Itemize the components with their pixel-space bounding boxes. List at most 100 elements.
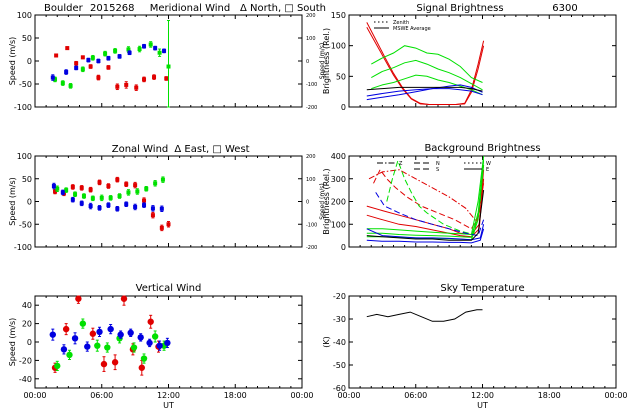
vertical-point (140, 355, 148, 362)
zonal-point (99, 195, 104, 200)
vertical-xtick-label: 06:00 (90, 391, 113, 400)
meridional-y2tick-label: -200 (306, 105, 317, 111)
meridional-point (142, 44, 147, 49)
zonal-point (79, 185, 84, 190)
background-series-line (375, 192, 485, 237)
meridional-ytick-label: 0 (27, 57, 32, 66)
meridional-point (137, 47, 142, 52)
vertical-ytick-label: 0 (27, 338, 32, 347)
meridional-point (106, 65, 111, 70)
zonal-point (115, 206, 120, 211)
background-legend-label: Z (399, 161, 403, 167)
signal-series-line (371, 45, 483, 83)
zonal-title-extra: Δ East, □ West (174, 144, 249, 155)
signal-legend-label: Zenith (393, 20, 409, 26)
zonal-point (117, 194, 122, 199)
meridional-point (90, 55, 95, 60)
signal-title: Signal Brightness (416, 3, 503, 14)
vertical-point (84, 343, 91, 350)
signal-title-extra: 6300 (552, 3, 577, 14)
background-series-line (366, 224, 485, 241)
zonal-point (55, 186, 60, 191)
zonal-point (97, 180, 102, 185)
skytemp-ytick-label: -50 (333, 361, 346, 370)
background-ytick-label: 200 (331, 198, 346, 207)
background-ytick-label: 100 (331, 220, 346, 229)
signal-ylabel: Brightness (Rel.) (322, 28, 331, 94)
zonal-point (142, 203, 147, 208)
zonal-point (97, 205, 102, 210)
vertical-point (137, 334, 144, 341)
vertical-point (54, 362, 61, 370)
zonal-ytick-label: -100 (14, 243, 32, 252)
vertical-point (104, 344, 111, 351)
background-series-line (366, 228, 485, 244)
meridional-point (50, 75, 55, 80)
skytemp-xtick-label: 12:00 (471, 391, 494, 400)
vertical-point (71, 335, 79, 342)
meridional-point (103, 51, 108, 56)
zonal-point (150, 213, 155, 218)
meridional-point (117, 54, 122, 59)
vertical-title: Vertical Wind (136, 283, 202, 294)
zonal-point (79, 201, 84, 206)
zonal-point (135, 189, 140, 194)
skytemp-xlabel: UT (477, 401, 488, 410)
vertical-point (96, 328, 103, 336)
signal-series-line (366, 27, 485, 105)
vertical-ytick-label: 40 (22, 301, 32, 310)
signal-frame (348, 14, 617, 108)
zonal-point (133, 204, 138, 209)
vertical-point (164, 339, 171, 347)
vertical-xlabel: UT (163, 401, 174, 410)
header-site: Boulder (44, 3, 84, 14)
meridional-point (134, 85, 139, 90)
zonal-point (60, 190, 65, 195)
zonal-point (124, 202, 129, 207)
zonal-y2tick-label: 100 (306, 177, 316, 183)
vertical-point (130, 344, 138, 351)
meridional-point (74, 65, 79, 70)
meridional-y2tick-label: 200 (306, 13, 316, 19)
zonal-title: Zonal Wind (112, 144, 169, 155)
zonal-point (106, 203, 111, 208)
meridional-point (96, 59, 101, 63)
zonal-ylabel: Speed (m/s) (8, 177, 17, 226)
vertical-point (120, 295, 128, 302)
zonal-ytick-label: 0 (27, 198, 32, 207)
vertical-ylabel: Speed (m/s) (8, 318, 17, 367)
skytemp-ytick-label: -30 (333, 315, 346, 324)
zonal-point (88, 204, 93, 209)
meridional-point (148, 42, 153, 47)
zonal-point (81, 194, 86, 199)
background-title: Background Brightness (424, 143, 540, 154)
zonal-ytick-label: -50 (19, 220, 32, 229)
vertical-point (89, 330, 97, 337)
signal-ytick-label: 150 (331, 11, 346, 20)
vertical-point (60, 346, 68, 353)
meridional-point (53, 77, 58, 82)
zonal-point (51, 184, 56, 189)
zonal-point (73, 192, 78, 197)
meridional-point (127, 50, 132, 55)
zonal-point (88, 187, 93, 192)
meridional-point (115, 84, 120, 89)
zonal-point (64, 188, 69, 193)
meridional-point (64, 70, 69, 75)
meridional-point (96, 75, 101, 80)
meridional-point (152, 75, 157, 80)
meridional-point (157, 50, 162, 55)
zonal-panel: Zonal Wind Δ East, □ West -100 -50 0 50 100 -20… (8, 144, 326, 252)
vertical-point (156, 342, 163, 349)
signal-legend-label: MSWE Average (393, 26, 431, 32)
background-legend-label: N (436, 161, 440, 167)
meridional-point (54, 53, 59, 58)
background-series-line (373, 165, 485, 230)
vertical-point (100, 360, 108, 368)
skytemp-panel: Sky Temperature 00:00 06:00 12:00 18:00 00:00… (322, 283, 628, 410)
meridional-point (80, 67, 85, 72)
meridional-title-extra: Δ North, □ South (240, 3, 326, 14)
vertical-ytick-label: -40 (19, 375, 32, 384)
zonal-y2tick-label: -100 (306, 222, 317, 228)
